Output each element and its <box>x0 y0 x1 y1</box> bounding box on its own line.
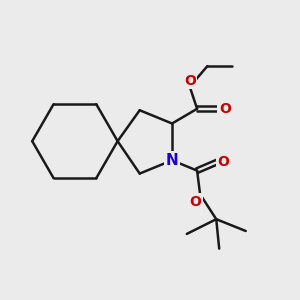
Text: N: N <box>166 153 178 168</box>
Text: O: O <box>219 102 231 116</box>
Text: O: O <box>184 74 196 88</box>
Text: O: O <box>218 155 230 169</box>
Text: O: O <box>190 194 202 208</box>
